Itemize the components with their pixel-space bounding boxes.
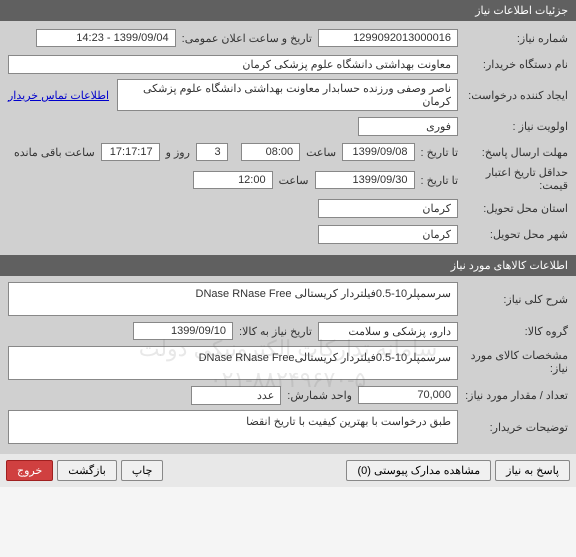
- goods-info-header: اطلاعات کالاهای مورد نیاز: [0, 255, 576, 276]
- row-qty: تعداد / مقدار مورد نیاز: 70,000 واحد شما…: [8, 384, 568, 406]
- label-min-valid: حداقل تاریخ اعتبار قیمت:: [458, 167, 568, 193]
- label-priority: اولویت نیاز :: [458, 120, 568, 133]
- label-qty: تعداد / مقدار مورد نیاز:: [458, 389, 568, 402]
- label-days: روز و: [160, 146, 196, 159]
- field-group: دارو، پزشکی و سلامت: [318, 322, 458, 341]
- link-buyer-contact[interactable]: اطلاعات تماس خریدار: [8, 89, 109, 102]
- row-group: گروه کالا: دارو، پزشکی و سلامت تاریخ نیا…: [8, 320, 568, 342]
- exit-button[interactable]: خروج: [6, 460, 53, 481]
- field-spec: سرسمپلر10-0.5فیلتردار کریستالیDNase RNas…: [8, 346, 458, 380]
- row-general-desc: شرح کلی نیاز: سرسمپلر10-0.5فیلتردار کریس…: [8, 282, 568, 316]
- field-deadline-time: 08:00: [241, 143, 300, 161]
- label-need-number: شماره نیاز:: [458, 32, 568, 45]
- label-to-date-2: تا تاریخ :: [415, 174, 458, 187]
- row-need-number: شماره نیاز: 1299092013000016 تاریخ و ساع…: [8, 27, 568, 49]
- button-bar: پاسخ به نیاز مشاهده مدارک پیوستی (0) چاپ…: [0, 454, 576, 487]
- field-unit: عدد: [191, 386, 281, 405]
- field-buyer-notes: طبق درخواست با بهترین کیفیت با تاریخ انق…: [8, 410, 458, 444]
- label-deadline: مهلت ارسال پاسخ:: [458, 146, 568, 159]
- label-province: استان محل تحویل:: [458, 202, 568, 215]
- field-announce-date: 1399/09/04 - 14:23: [36, 29, 176, 47]
- row-province: استان محل تحویل: کرمان: [8, 197, 568, 219]
- label-announce-date: تاریخ و ساعت اعلان عمومی:: [176, 32, 318, 45]
- attachments-button[interactable]: مشاهده مدارک پیوستی (0): [346, 460, 491, 481]
- print-button[interactable]: چاپ: [121, 460, 164, 481]
- label-time-1: ساعت: [300, 146, 342, 159]
- label-to-date-1: تا تاریخ :: [415, 146, 458, 159]
- field-remaining-days: 3: [196, 143, 228, 161]
- row-city: شهر محل تحویل: کرمان: [8, 223, 568, 245]
- label-remaining: ساعت باقی مانده: [8, 146, 101, 159]
- label-time-2: ساعت: [273, 174, 315, 187]
- row-deadline: مهلت ارسال پاسخ: تا تاریخ : 1399/09/08 س…: [8, 141, 568, 163]
- row-spec: مشخصات کالای مورد نیاز: سرسمپلر10-0.5فیل…: [8, 346, 568, 380]
- label-requester: ایجاد کننده درخواست:: [458, 89, 568, 102]
- goods-info-body: سامانه تدارکات الکترونیکی دولت ۰۲۱-۸۸۲۴۹…: [0, 276, 576, 454]
- field-priority: فوری: [358, 117, 458, 136]
- field-general-desc: سرسمپلر10-0.5فیلتردار کریستالی DNase RNa…: [8, 282, 458, 316]
- row-requester: ایجاد کننده درخواست: ناصر وصفی ورزنده حس…: [8, 79, 568, 111]
- label-need-date: تاریخ نیاز به کالا:: [233, 325, 318, 338]
- row-min-valid: حداقل تاریخ اعتبار قیمت: تا تاریخ : 1399…: [8, 167, 568, 193]
- field-remaining-time: 17:17:17: [101, 143, 160, 161]
- field-requester: ناصر وصفی ورزنده حسابدار معاونت بهداشتی …: [117, 79, 458, 111]
- need-details-body: شماره نیاز: 1299092013000016 تاریخ و ساع…: [0, 21, 576, 255]
- label-group: گروه کالا:: [458, 325, 568, 338]
- field-city: کرمان: [318, 225, 458, 244]
- label-spec: مشخصات کالای مورد نیاز:: [458, 350, 568, 376]
- row-priority: اولویت نیاز : فوری: [8, 115, 568, 137]
- field-buyer-org: معاونت بهداشتی دانشگاه علوم پزشکی کرمان: [8, 55, 458, 74]
- field-min-valid-date: 1399/09/30: [315, 171, 415, 189]
- row-buyer-org: نام دستگاه خریدار: معاونت بهداشتی دانشگا…: [8, 53, 568, 75]
- back-button[interactable]: بازگشت: [57, 460, 117, 481]
- respond-button[interactable]: پاسخ به نیاز: [495, 460, 570, 481]
- label-buyer-org: نام دستگاه خریدار:: [458, 58, 568, 71]
- label-buyer-notes: توضیحات خریدار:: [458, 421, 568, 434]
- field-min-valid-time: 12:00: [193, 171, 273, 189]
- field-province: کرمان: [318, 199, 458, 218]
- label-unit: واحد شمارش:: [281, 389, 358, 402]
- field-qty: 70,000: [358, 386, 458, 404]
- label-general-desc: شرح کلی نیاز:: [458, 293, 568, 306]
- field-deadline-date: 1399/09/08: [342, 143, 414, 161]
- field-need-date: 1399/09/10: [133, 322, 233, 340]
- need-details-header: جزئیات اطلاعات نیاز: [0, 0, 576, 21]
- label-city: شهر محل تحویل:: [458, 228, 568, 241]
- row-buyer-notes: توضیحات خریدار: طبق درخواست با بهترین کی…: [8, 410, 568, 444]
- field-need-number: 1299092013000016: [318, 29, 458, 47]
